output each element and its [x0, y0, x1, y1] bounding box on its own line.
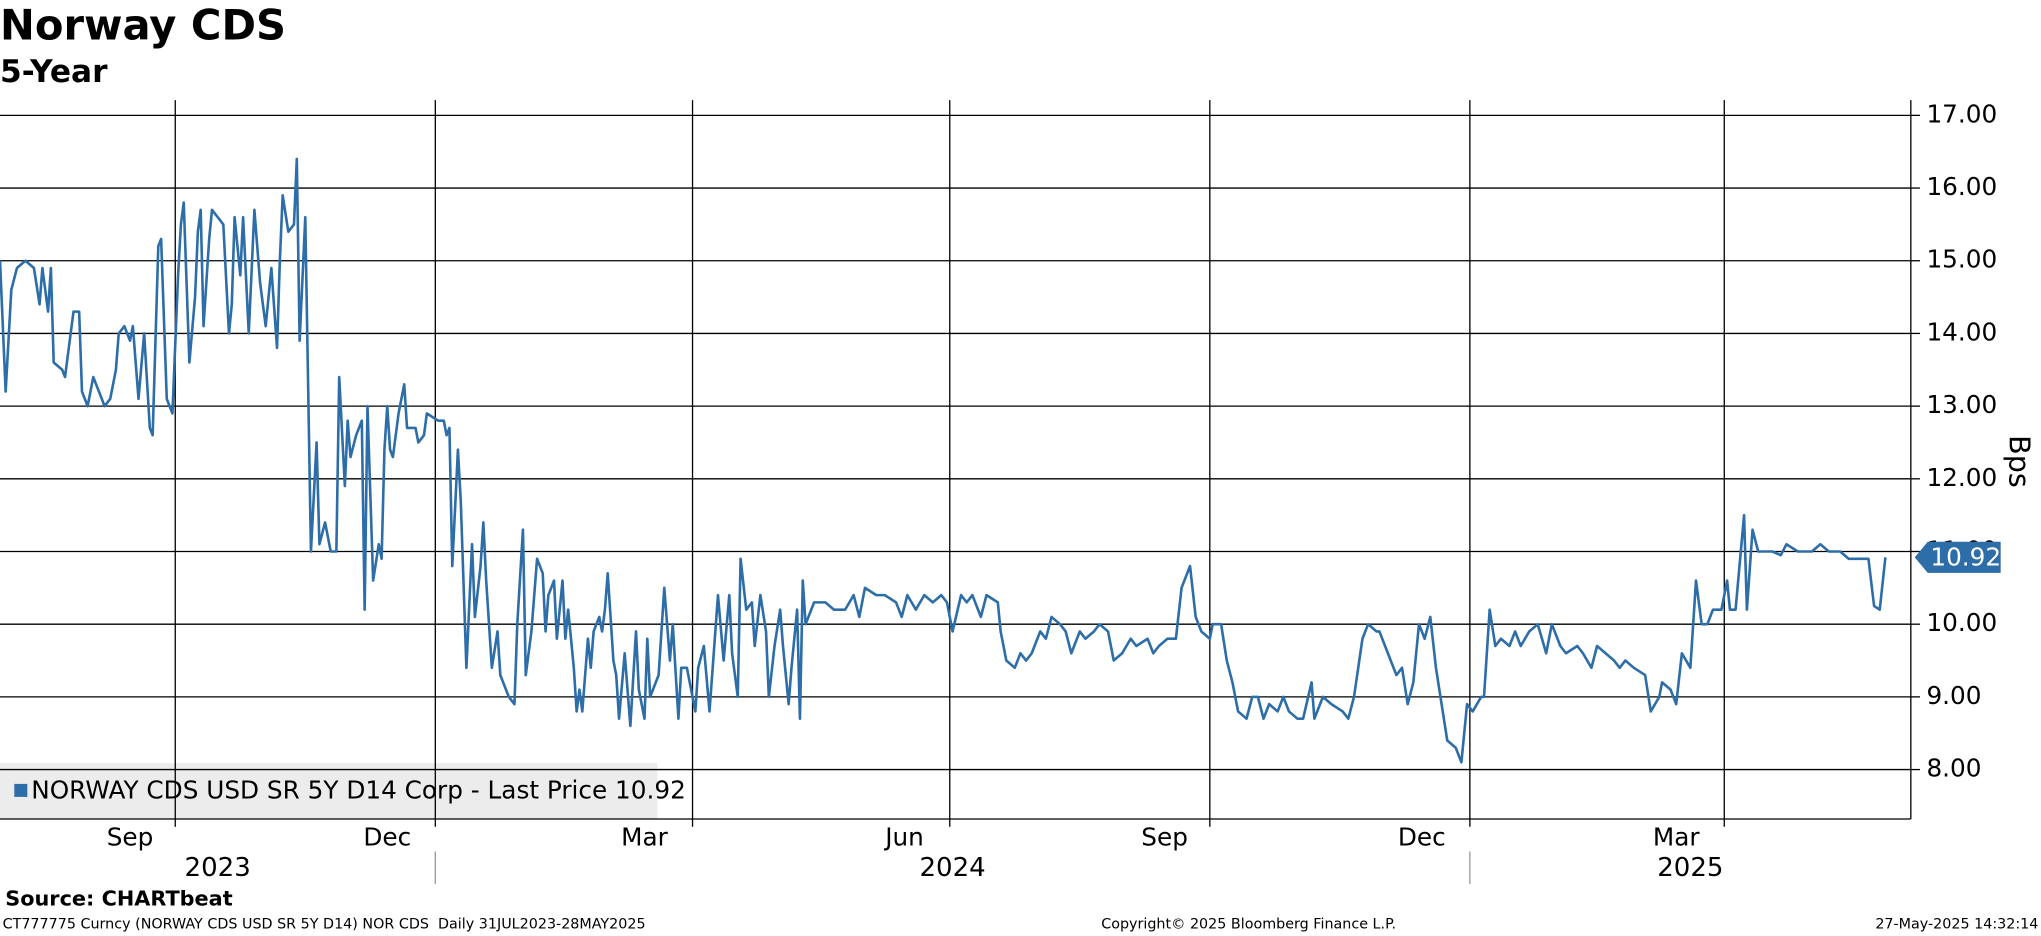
- x-tick-label: Dec: [1398, 823, 1446, 852]
- y-tick-label: 16.00: [1926, 172, 1997, 201]
- y-tick-label: 9.00: [1926, 681, 1981, 710]
- series-line: [0, 157, 1887, 764]
- x-tick-label: Dec: [363, 823, 411, 852]
- y-tick-label: 10.00: [1926, 608, 1997, 637]
- x-tick-label: Mar: [621, 823, 668, 852]
- x-tick-label: Sep: [107, 823, 154, 852]
- chart-title: Norway CDS: [0, 1, 286, 50]
- last-price-label: 10.92: [1930, 543, 2001, 572]
- y-tick-label: 8.00: [1926, 754, 1981, 783]
- footer-right: 27-May-2025 14:32:14: [1875, 916, 2038, 932]
- footer-center: Copyright© 2025 Bloomberg Finance L.P.: [1101, 916, 1396, 932]
- y-tick-label: 17.00: [1926, 99, 1997, 128]
- x-tick-label: Jun: [883, 823, 924, 852]
- last-price-tag: [1914, 541, 2001, 573]
- y-tick-label: 13.00: [1926, 390, 1997, 419]
- year-label: 2025: [1657, 853, 1723, 883]
- legend-swatch: [14, 783, 28, 797]
- year-label: 2024: [919, 853, 985, 883]
- x-tick-label: Mar: [1653, 823, 1700, 852]
- source: Source: CHARTbeat: [5, 887, 233, 911]
- chart-subtitle: 5-Year: [0, 54, 108, 90]
- x-tick-label: Sep: [1141, 823, 1188, 852]
- footer-left: CT777775 Curncy (NORWAY CDS USD SR 5Y D1…: [3, 916, 646, 932]
- legend-label: NORWAY CDS USD SR 5Y D14 Corp - Last Pri…: [31, 776, 686, 805]
- year-label: 2023: [185, 853, 251, 883]
- y-axis-label: Bps: [2003, 435, 2037, 488]
- y-tick-label: 12.00: [1926, 463, 1997, 492]
- y-tick-label: 15.00: [1926, 245, 1997, 274]
- legend-box: [0, 763, 658, 819]
- y-tick-label: 14.00: [1926, 317, 1997, 346]
